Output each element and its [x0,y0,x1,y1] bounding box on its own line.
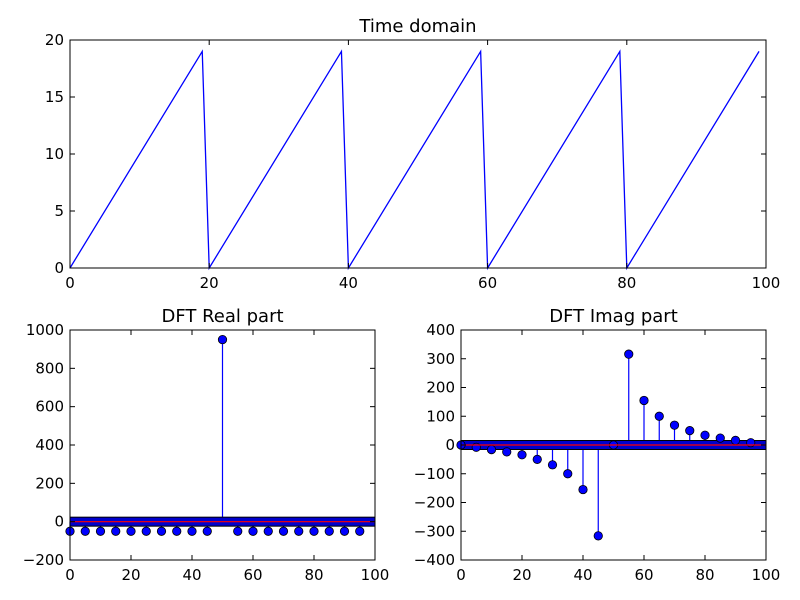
time-domain-x-tick-label: 100 [752,274,781,292]
dft-imag-x-tick-label: 0 [456,566,466,584]
dft-imag-x-tick-label: 40 [573,566,592,584]
time-domain-series-line [69,49,760,271]
dft-imag-marker [624,349,634,359]
dft-real-marker [339,526,350,536]
dft-real-marker [126,526,136,536]
dft-real-x-tick-label: 40 [182,566,201,584]
time-domain-x-tick-label: 80 [617,274,636,292]
dft-imag-marker [715,433,725,443]
dft-real-x-tick-label: 60 [243,566,262,584]
dft-imag-marker [730,435,741,445]
dft-real-marker [187,526,197,536]
time-domain-subplot: 0 20 40 60 80 100 0 5 10 15 20 Time domain [45,16,780,292]
dft-imag-marker [471,442,481,452]
dft-real-x-tick-label: 0 [65,566,75,584]
dft-imag-marker [517,450,527,460]
dft-real-marker [324,526,334,536]
dft-imag-marker [578,484,588,495]
dft-real-y-tick-label: 200 [35,474,64,492]
time-domain-y-tick-label: 0 [54,259,64,277]
time-domain-x-tick-label: 20 [200,274,219,292]
dft-real-marker [294,526,304,536]
dft-real-marker [80,526,90,536]
dft-imag-x-tick-label: 100 [752,566,781,584]
dft-imag-marker [547,460,558,470]
dft-real-y-tick-label: 600 [35,398,64,416]
dft-imag-marker [700,430,710,440]
time-domain-x-tick-label: 0 [65,274,75,292]
dft-imag-y-tick-label: 200 [426,379,455,397]
dft-imag-y-tick-label: 100 [426,407,455,425]
dft-imag-y-tick-label: −100 [414,465,455,483]
dft-imag-marker [593,531,603,541]
dft-real-title: DFT Real part [161,306,283,327]
time-domain-y-tick-label: 20 [45,31,64,49]
time-domain-y-tick-label: 15 [45,88,64,106]
time-domain-x-tick-label: 40 [339,274,358,292]
dft-real-marker [172,526,182,536]
time-domain-x-tick-label: 60 [478,274,497,292]
dft-real-marker [95,526,106,536]
dft-imag-marker [639,395,649,406]
dft-imag-x-tick-label: 80 [695,566,714,584]
dft-real-marker [263,526,273,536]
dft-real-marker [233,526,243,536]
dft-real-marker [217,334,228,345]
dft-imag-marker [532,454,542,464]
dft-real-y-tick-label: 400 [35,436,64,454]
dft-imag-subplot: 0 20 40 60 80 100 −400 −300 −200 −100 0 100 200 300 40… [414,306,781,584]
dft-real-marker [156,526,167,536]
dft-real-y-tick-label: 1000 [26,321,64,339]
dft-real-y-tick-label: 800 [35,359,64,377]
dft-imag-y-tick-label: −400 [414,551,455,569]
dft-real-x-tick-label: 20 [121,566,140,584]
dft-imag-y-tick-label: −200 [414,494,455,512]
dft-imag-title: DFT Imag part [549,306,678,327]
dft-imag-y-tick-label: 0 [445,436,455,454]
dft-real-marker [248,526,258,536]
time-domain-y-tick-label: 10 [45,145,64,163]
time-domain-title: Time domain [358,16,476,37]
dft-imag-y-tick-label: 400 [426,321,455,339]
dft-imag-marker [669,420,680,430]
dft-imag-y-tick-label: −300 [414,522,455,540]
dft-real-y-tick-label: 0 [54,513,64,531]
dft-real-x-tick-label: 100 [361,566,390,584]
dft-real-marker [111,526,121,536]
dft-real-y-tick-label: −200 [23,551,64,569]
dft-imag-x-tick-label: 60 [634,566,653,584]
dft-real-x-tick-label: 80 [304,566,323,584]
dft-real-marker [202,526,212,536]
dft-imag-marker [654,411,664,421]
dft-imag-x-tick-label: 20 [512,566,531,584]
dft-imag-marker [746,438,756,448]
dft-imag-marker [563,469,573,479]
dft-real-marker [278,526,289,536]
dft-real-marker [309,526,319,536]
dft-real-marker [355,526,365,536]
dft-imag-marker [685,426,695,436]
dft-imag-marker [486,444,497,455]
time-domain-y-tick-label: 5 [54,202,64,220]
dft-real-marker [141,526,151,536]
dft-imag-marker [502,447,512,457]
dft-imag-y-tick-label: 300 [426,350,455,368]
